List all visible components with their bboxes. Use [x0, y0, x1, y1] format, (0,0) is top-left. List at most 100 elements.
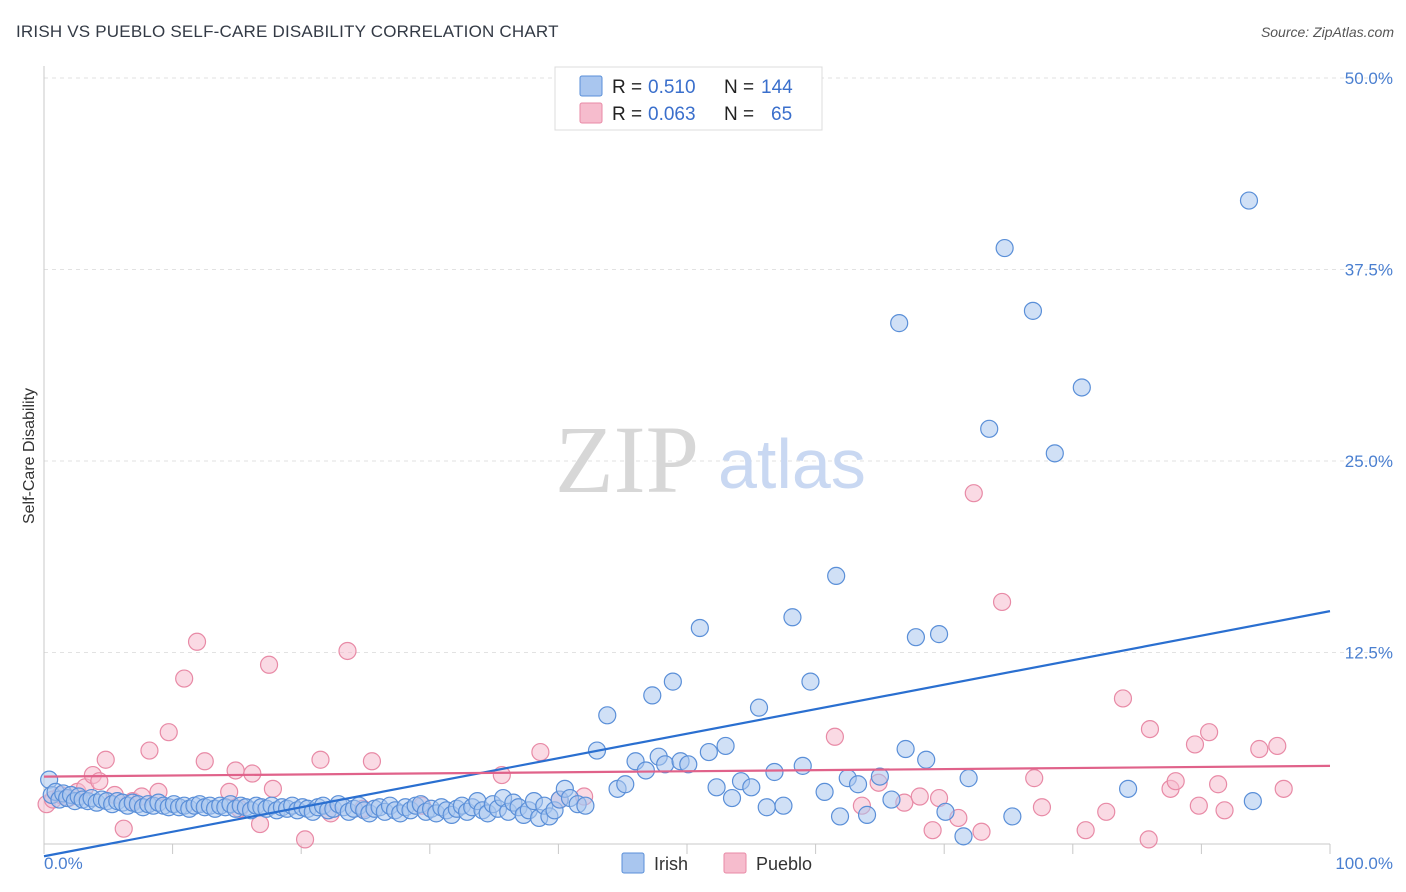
pueblo-point-51 [1097, 802, 1116, 821]
trend-lines [43, 610, 1331, 858]
irish-point-142 [896, 739, 915, 759]
legend-swatch-pueblo [579, 102, 603, 124]
y-tick-label-1: 25.0% [1345, 452, 1393, 471]
irish-point-143 [906, 628, 926, 647]
irish-series-points [40, 191, 1262, 846]
pueblo-point-42 [923, 821, 942, 840]
legend-irish-r-value: 0.510 [648, 77, 696, 98]
pueblo-point-10 [114, 819, 133, 838]
pueblo-point-13 [140, 741, 159, 760]
irish-point-134 [827, 566, 846, 586]
pueblo-point-45 [964, 484, 983, 503]
irish-point-153 [1045, 444, 1064, 463]
irish-point-110 [616, 775, 635, 794]
irish-point-137 [848, 775, 868, 794]
bottom-legend-irish: Irish [654, 854, 688, 874]
legend-pueblo-r-value: 0.063 [648, 104, 696, 125]
pueblo-point-22 [243, 764, 262, 783]
legend-swatch-irish [579, 75, 603, 97]
y-tick-label-3: 50.0% [1345, 69, 1393, 88]
irish-trend-line [43, 610, 1331, 858]
bottom-legend-swatch-irish [621, 852, 645, 874]
bottom-legend: Irish Pueblo [621, 852, 812, 874]
irish-point-116 [663, 672, 682, 691]
pueblo-point-15 [159, 723, 178, 742]
legend-pueblo-n-value: 65 [771, 104, 792, 125]
legend: R = 0.510 N = 144 R = 0.063 N = 65 [554, 66, 823, 131]
irish-point-130 [783, 608, 802, 627]
irish-point-113 [643, 686, 662, 705]
pueblo-point-57 [1185, 735, 1205, 754]
irish-point-133 [815, 782, 834, 802]
irish-point-132 [801, 672, 820, 691]
pueblo-point-62 [1250, 739, 1269, 759]
pueblo-point-8 [96, 750, 115, 769]
pueblo-point-20 [226, 761, 245, 780]
pueblo-point-56 [1166, 772, 1185, 791]
irish-point-155 [1118, 779, 1138, 798]
irish-point-127 [757, 798, 776, 817]
watermark-zip: ZIP [555, 406, 699, 513]
irish-point-121 [707, 778, 726, 797]
irish-point-126 [749, 698, 769, 717]
irish-point-144 [917, 750, 936, 769]
x-tick-label-max: 100.0% [1335, 854, 1393, 873]
irish-point-106 [576, 796, 595, 815]
irish-point-145 [929, 625, 949, 644]
irish-point-140 [882, 790, 901, 809]
irish-point-141 [890, 314, 909, 333]
pueblo-point-34 [531, 742, 550, 762]
legend-irish-r-label: R = [612, 77, 642, 98]
irish-point-149 [980, 419, 999, 438]
y-tick-labels: 12.5% 25.0% 37.5% 50.0% [1345, 69, 1393, 663]
irish-point-120 [699, 742, 718, 762]
pueblo-point-41 [910, 787, 929, 806]
legend-irish-n-value: 144 [761, 77, 793, 98]
irish-point-123 [722, 788, 742, 808]
irish-point-151 [1003, 807, 1022, 826]
irish-point-139 [870, 767, 890, 786]
chart-source: Source: ZipAtlas.com [1260, 24, 1394, 40]
irish-point-122 [716, 736, 735, 756]
watermark-atlas: atlas [718, 425, 866, 503]
chart-title: IRISH VS PUEBLO SELF-CARE DISABILITY COR… [16, 22, 559, 41]
irish-point-125 [742, 778, 761, 797]
irish-point-156 [1239, 191, 1259, 210]
legend-irish-n-label: N = [724, 77, 754, 98]
bottom-legend-pueblo: Pueblo [756, 854, 812, 874]
pueblo-point-50 [1076, 821, 1095, 840]
irish-point-148 [959, 769, 978, 788]
irish-point-152 [1023, 301, 1043, 320]
pueblo-point-17 [187, 632, 207, 651]
pueblo-point-18 [195, 752, 214, 771]
pueblo-point-52 [1113, 689, 1133, 708]
pueblo-point-58 [1189, 796, 1208, 815]
pueblo-point-49 [1032, 798, 1052, 817]
irish-point-119 [690, 618, 709, 638]
y-axis-label: Self-Care Disability [21, 388, 38, 524]
irish-point-154 [1072, 378, 1091, 397]
pueblo-point-25 [263, 779, 283, 798]
pueblo-point-29 [338, 641, 357, 661]
irish-point-108 [598, 706, 617, 725]
pueblo-series-points [37, 484, 1293, 849]
pueblo-point-46 [972, 822, 991, 841]
pueblo-point-53 [1139, 830, 1158, 849]
pueblo-point-37 [825, 727, 844, 746]
irish-point-146 [936, 802, 955, 821]
pueblo-point-60 [1209, 775, 1228, 794]
irish-point-138 [857, 805, 877, 824]
irish-point-135 [830, 807, 850, 826]
watermark: ZIP atlas [555, 406, 866, 513]
pueblo-point-24 [259, 655, 279, 674]
pueblo-point-27 [311, 750, 330, 769]
bottom-legend-swatch-pueblo [723, 852, 747, 874]
y-tick-label-2: 37.5% [1345, 261, 1393, 280]
x-tick-label-min: 0.0% [44, 854, 83, 873]
irish-point-128 [765, 762, 784, 782]
pueblo-point-63 [1268, 736, 1287, 756]
legend-pueblo-r-label: R = [612, 104, 642, 125]
irish-point-150 [995, 238, 1014, 258]
irish-point-157 [1243, 792, 1262, 811]
